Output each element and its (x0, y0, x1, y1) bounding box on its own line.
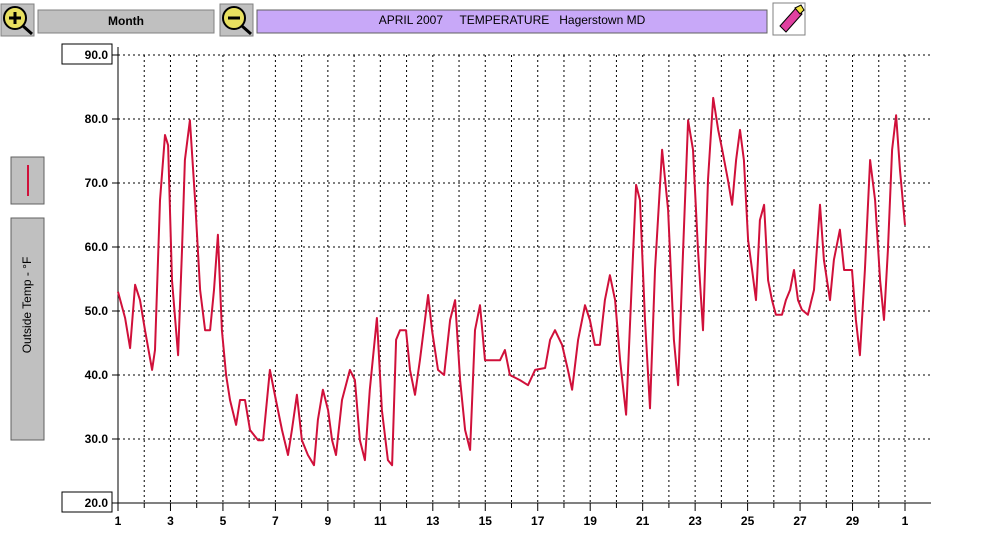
picker-tip[interactable] (794, 4, 805, 15)
series-legend-button[interactable] (10, 156, 45, 205)
y-tick-label: 70.0 (85, 176, 109, 190)
x-tick-label: 1 (902, 514, 909, 528)
x-tick-label: 3 (167, 514, 174, 528)
picker-icon[interactable] (779, 7, 803, 33)
y-tick-label: 50.0 (85, 304, 109, 318)
x-tick-label: 7 (272, 514, 279, 528)
x-tick-label: 17 (531, 514, 545, 528)
period-label[interactable]: Month (108, 14, 144, 28)
x-tick-label: 29 (846, 514, 860, 528)
x-tick-label: 21 (636, 514, 650, 528)
y-min-box (61, 491, 113, 513)
x-tick-label: 25 (741, 514, 755, 528)
temperature-line (117, 96, 906, 467)
plot: 20.030.040.050.060.070.080.090.01 3 5 7 9 11 1… (85, 47, 931, 528)
y-tick-label: 30.0 (85, 432, 109, 446)
period-frame[interactable] (37, 9, 215, 34)
zoom-out-handle[interactable] (241, 24, 252, 36)
x-tick-label: 9 (325, 514, 332, 528)
x-tick-label: 15 (479, 514, 493, 528)
x-tick-label: 13 (426, 514, 440, 528)
period-button[interactable]: Month (37, 9, 215, 34)
title-bar (256, 9, 768, 34)
y-label-button[interactable]: Outside Temp - °F (10, 217, 45, 441)
x-tick-label: 23 (688, 514, 702, 528)
x-tick-label: 5 (220, 514, 227, 528)
x-tick-label: 27 (793, 514, 807, 528)
y-axis-label: Outside Temp - °F (20, 257, 34, 354)
zoom-in-plus[interactable] (9, 12, 21, 24)
y-tick-label: 90.0 (85, 48, 109, 62)
y-tick-label: 40.0 (85, 368, 109, 382)
x-tick-label: 1 (115, 514, 122, 528)
color-picker-button[interactable] (772, 2, 806, 36)
y-tick-label: 80.0 (85, 112, 109, 126)
zoom-in-handle[interactable] (22, 24, 33, 36)
y-tick-label: 20.0 (85, 496, 109, 510)
chart-title: APRIL 2007 TEMPERATURE Hagerstown MD (379, 13, 646, 27)
x-tick-label: 19 (584, 514, 598, 528)
y-tick-label: 60.0 (85, 240, 109, 254)
zoom-out-button[interactable] (219, 3, 254, 37)
x-tick-label: 11 (374, 514, 387, 528)
y-label-frame[interactable] (10, 217, 45, 441)
zoom-in-button[interactable] (0, 3, 35, 37)
y-max-box (61, 43, 113, 65)
